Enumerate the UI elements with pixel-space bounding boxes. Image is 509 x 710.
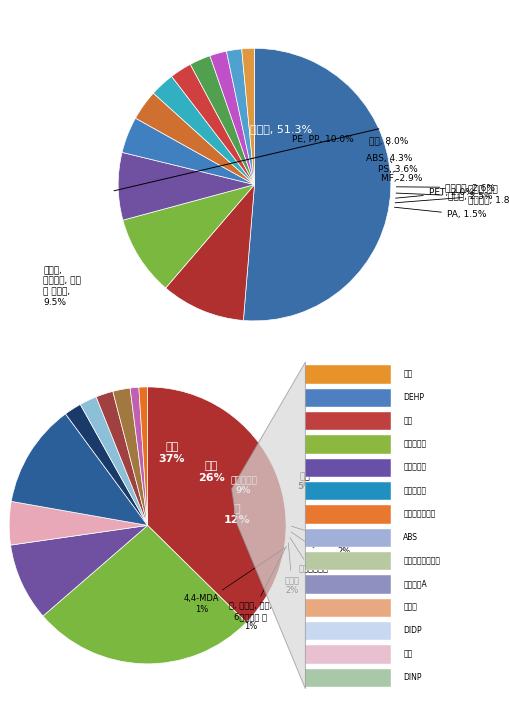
Text: 기타
5%: 기타 5% [297, 472, 313, 491]
Text: 고무제, 2.5%: 고무제, 2.5% [396, 192, 492, 201]
Bar [305, 599, 391, 617]
Text: 카프로락탐: 카프로락탐 [403, 439, 426, 448]
Wedge shape [80, 397, 148, 525]
Text: PA, 1.5%: PA, 1.5% [394, 207, 487, 219]
Bar [305, 575, 391, 594]
Text: 비소: 비소 [403, 369, 412, 378]
Wedge shape [130, 387, 148, 525]
Text: 크롬
26%: 크롬 26% [198, 462, 224, 483]
Bar [305, 388, 391, 407]
Text: 유리제,
도자기제, 법랑
및 옹기류,
9.5%: 유리제, 도자기제, 법랑 및 옹기류, 9.5% [43, 266, 81, 307]
Wedge shape [9, 501, 148, 545]
Text: ABS, 4.3%: ABS, 4.3% [365, 154, 412, 163]
Bar [305, 645, 391, 664]
Text: 납, 카드뮴, 수은,
6가크롬의 합
1%: 납, 카드뮴, 수은, 6가크롬의 합 1% [229, 546, 287, 631]
Wedge shape [227, 49, 254, 185]
Wedge shape [113, 388, 148, 525]
Text: 포름알데히드
2%: 포름알데히드 2% [290, 537, 328, 584]
Text: 아크릴로니트릴: 아크릴로니트릴 [403, 509, 436, 518]
Bar [305, 622, 391, 640]
Text: 불소수지, 2.6%: 불소수지, 2.6% [397, 183, 495, 192]
Wedge shape [66, 405, 148, 525]
Wedge shape [243, 48, 391, 321]
Bar [305, 529, 391, 547]
Wedge shape [96, 391, 148, 525]
Text: 기타, 8.0%: 기타, 8.0% [369, 136, 408, 146]
Text: 페놀: 페놀 [403, 649, 412, 658]
Wedge shape [210, 51, 254, 185]
Wedge shape [118, 153, 254, 220]
Polygon shape [232, 362, 305, 689]
Wedge shape [153, 77, 254, 185]
Bar [305, 412, 391, 430]
Bar [305, 435, 391, 454]
Text: DEHP: DEHP [403, 393, 424, 402]
Text: 카드뮴
2%: 카드뮴 2% [285, 543, 300, 595]
Wedge shape [123, 185, 254, 288]
Text: 1,3-부타디엔
2%: 1,3-부타디엔 2% [292, 526, 374, 556]
Text: 종이제 또는
가공지제, 1.8%: 종이제 또는 가공지제, 1.8% [395, 185, 509, 204]
Wedge shape [135, 93, 254, 185]
Bar [305, 366, 391, 383]
Bar [305, 482, 391, 501]
Wedge shape [139, 387, 148, 525]
Text: 납
12%: 납 12% [223, 503, 250, 525]
Wedge shape [165, 185, 254, 320]
Text: 금속제, 51.3%: 금속제, 51.3% [250, 124, 312, 134]
Text: 과망간산칼륨소비량
2%: 과망간산칼륨소비량 2% [291, 532, 357, 572]
Text: ABS: ABS [403, 532, 418, 542]
Text: PS, 3.6%: PS, 3.6% [378, 165, 417, 174]
Text: 휘발성물질: 휘발성물질 [403, 486, 426, 495]
Bar [305, 506, 391, 523]
Bar [305, 669, 391, 687]
Text: 4,4-MDA
1%: 4,4-MDA 1% [184, 548, 285, 613]
Wedge shape [11, 525, 148, 616]
Wedge shape [43, 525, 246, 664]
Text: 니켈
37%: 니켈 37% [158, 442, 185, 464]
Text: 비스페놀A: 비스페놀A [403, 579, 427, 588]
Wedge shape [190, 56, 254, 185]
Text: 아민류: 아민류 [403, 603, 417, 611]
Text: DINP: DINP [403, 672, 421, 682]
Bar [305, 459, 391, 477]
Text: PE, PP, 10.0%: PE, PP, 10.0% [292, 135, 353, 143]
Wedge shape [122, 118, 254, 185]
Text: MF, 2.9%: MF, 2.9% [381, 175, 422, 183]
Text: 증발잔류물
9%: 증발잔류물 9% [230, 476, 257, 496]
Text: 아연: 아연 [403, 416, 412, 425]
Text: DIDP: DIDP [403, 626, 422, 635]
Wedge shape [242, 48, 254, 185]
Bar [305, 552, 391, 570]
Text: 디부틸주석화합물: 디부틸주석화합물 [403, 556, 440, 565]
Text: 형광증백제: 형광증백제 [403, 463, 426, 471]
Wedge shape [172, 65, 254, 185]
Wedge shape [148, 387, 286, 623]
Text: PET, 2.0%: PET, 2.0% [395, 188, 473, 198]
Wedge shape [11, 414, 148, 525]
